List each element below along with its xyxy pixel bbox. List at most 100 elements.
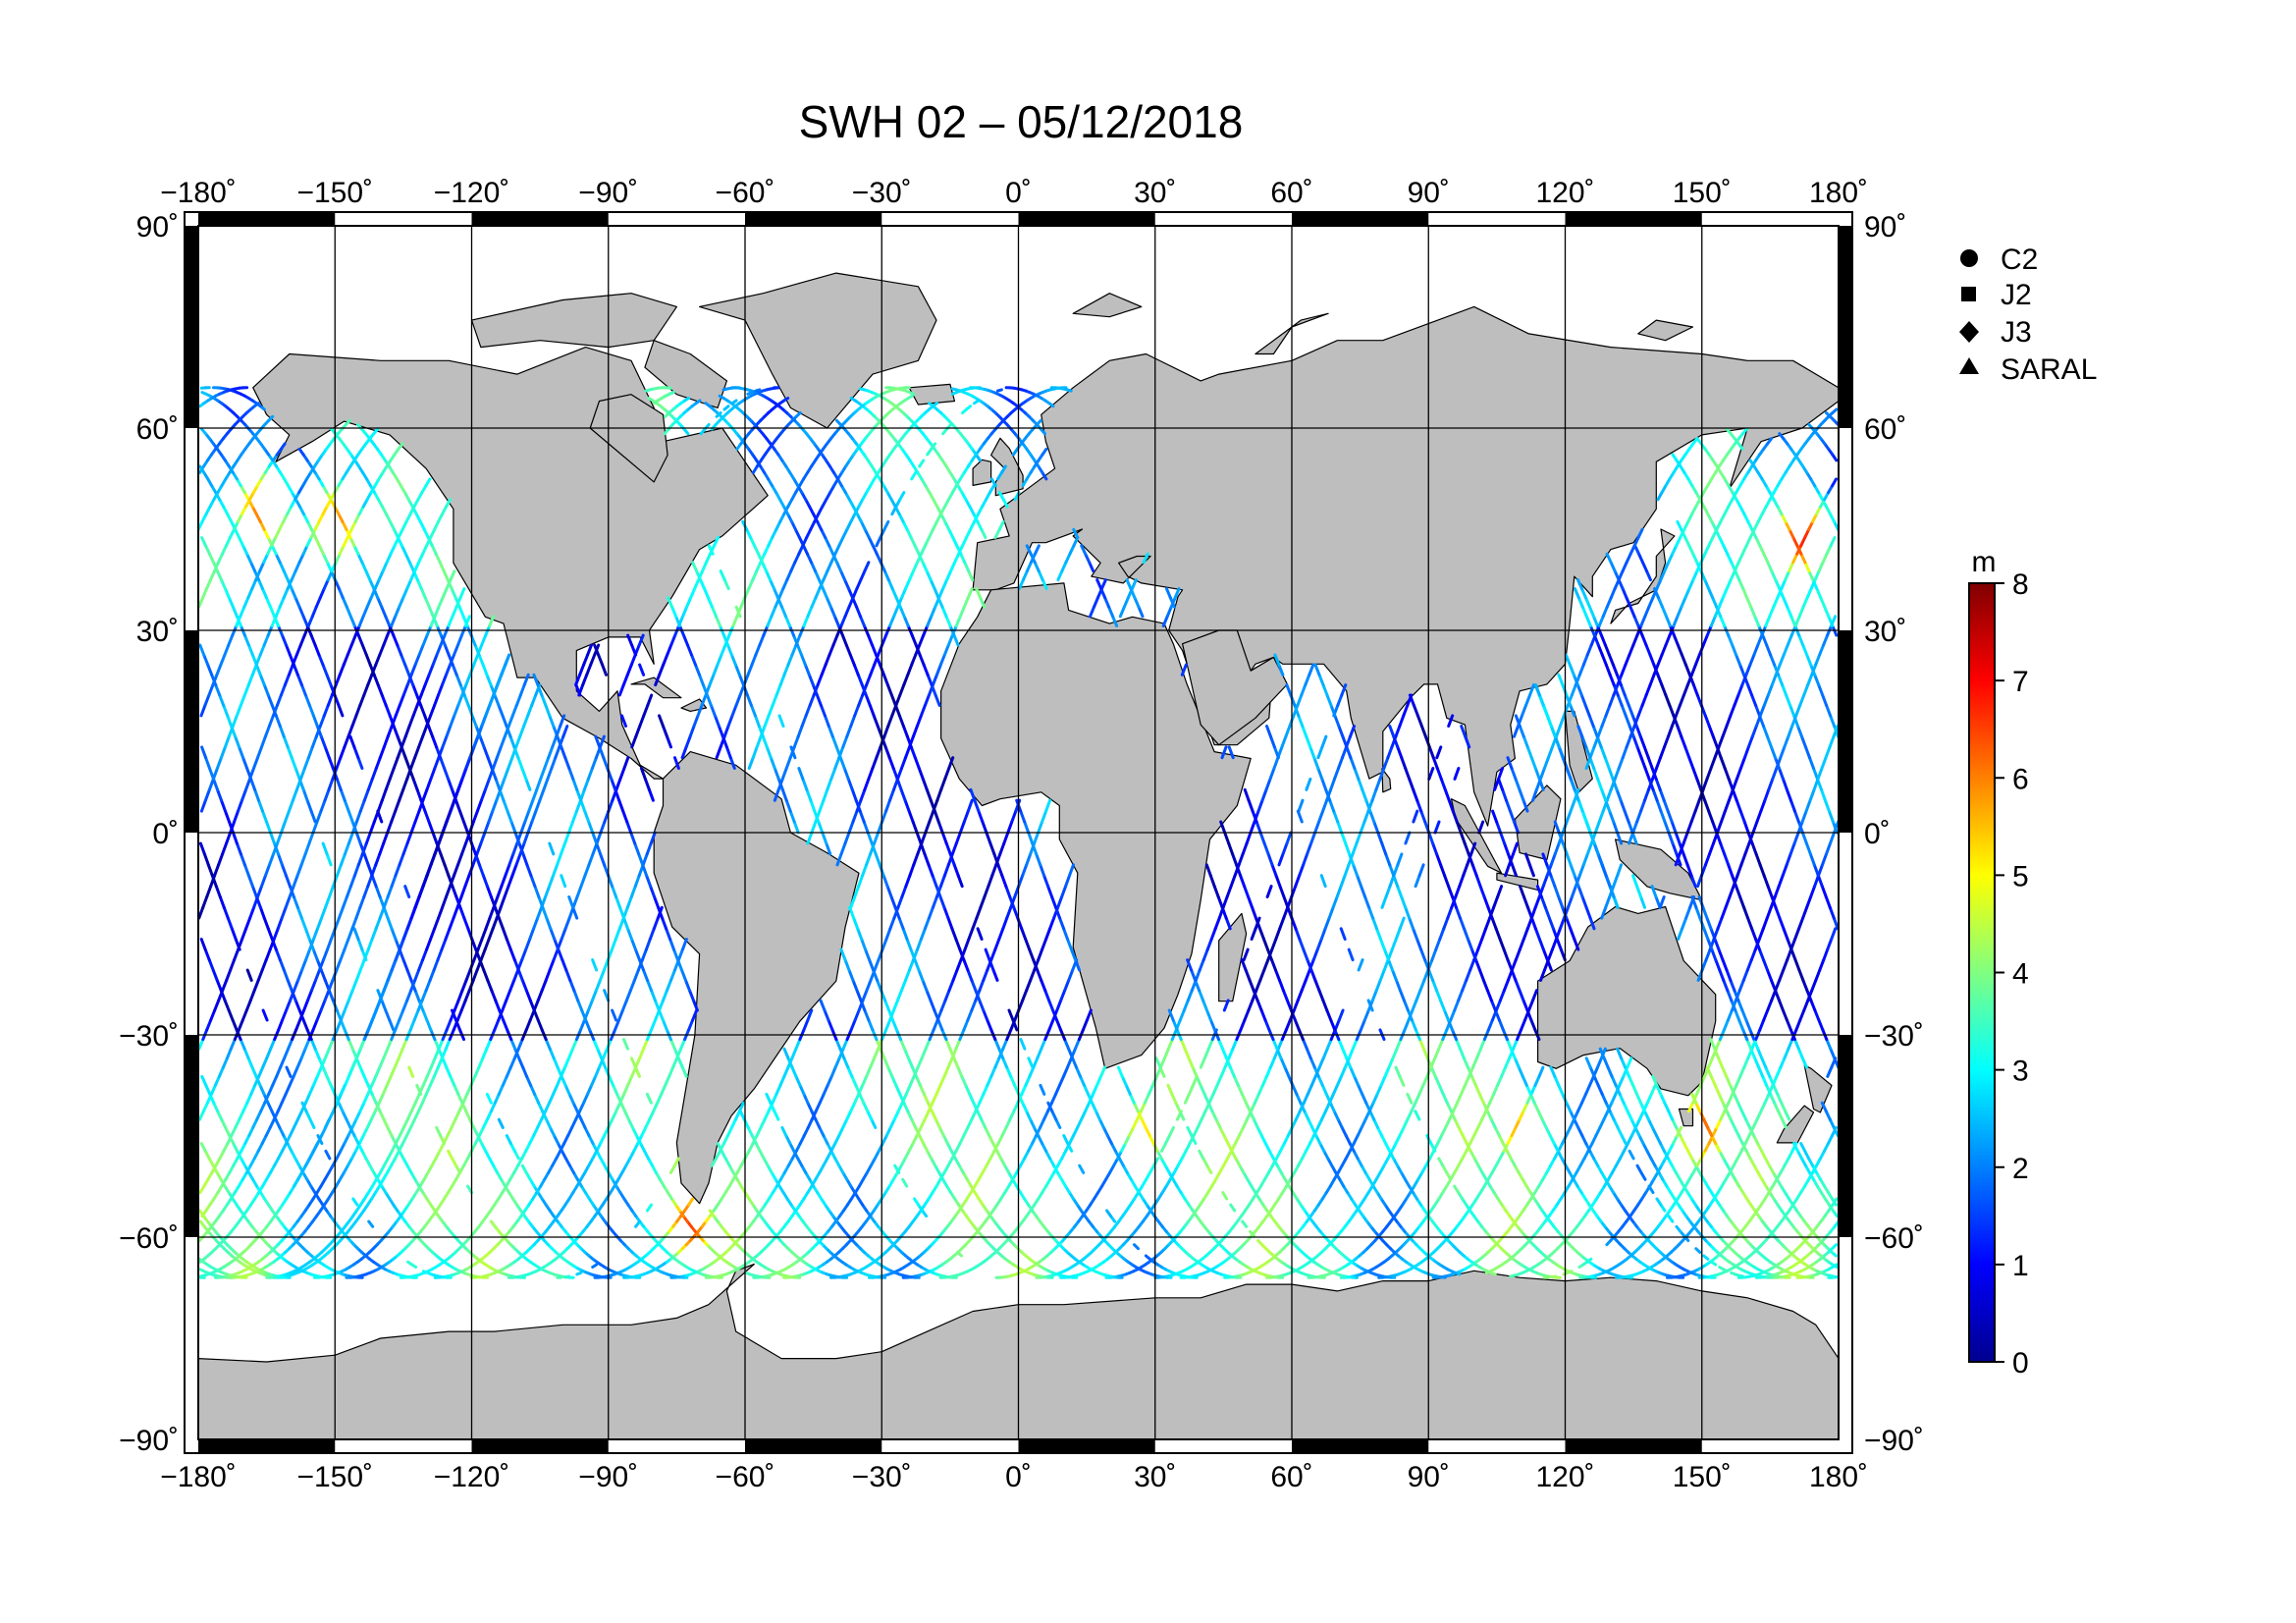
track-segment [475, 841, 483, 856]
track-segment [875, 1038, 882, 1051]
track-segment [881, 809, 888, 824]
track-segment [817, 820, 825, 835]
track-segment [707, 544, 715, 556]
track-segment [477, 863, 485, 878]
track-segment [1640, 633, 1648, 647]
track-segment [786, 1056, 794, 1069]
track-segment [1701, 905, 1709, 920]
track-segment [458, 587, 466, 600]
track-segment [579, 1018, 586, 1032]
track-segment [978, 978, 986, 993]
track-segment [386, 916, 394, 931]
track-segment [1000, 1126, 1008, 1138]
track-segment [1676, 519, 1683, 531]
track-segment [382, 1117, 390, 1129]
track-segment [1021, 569, 1029, 582]
track-segment [408, 1018, 416, 1032]
track-segment [1380, 895, 1388, 909]
track-segment [1528, 683, 1535, 697]
track-segment [942, 643, 950, 657]
track-segment [952, 863, 960, 878]
track-segment [223, 999, 231, 1012]
track-segment [286, 745, 294, 760]
track-segment [982, 968, 989, 982]
track-segment [545, 1117, 552, 1129]
track-segment [640, 947, 648, 962]
track-segment [618, 905, 626, 920]
track-segment [1029, 1117, 1037, 1129]
track-segment [1738, 809, 1746, 824]
track-segment [925, 989, 933, 1002]
track-segment [815, 693, 823, 707]
track-segment [976, 927, 984, 941]
track-segment [1812, 767, 1819, 781]
track-segment [1691, 683, 1699, 697]
track-segment [996, 863, 1004, 878]
track-segment [409, 820, 417, 835]
track-segment [936, 596, 944, 609]
track-segment [704, 402, 712, 408]
track-segment [694, 663, 701, 676]
track-segment [997, 1047, 1005, 1060]
track-segment [905, 734, 913, 749]
track-segment [585, 663, 593, 676]
track-segment [684, 978, 691, 993]
track-segment [594, 734, 602, 749]
track-segment [691, 1008, 699, 1022]
track-segment [246, 643, 254, 657]
track-segment [1024, 938, 1032, 951]
track-segment [1453, 767, 1461, 781]
track-segment [376, 809, 384, 824]
track-segment [993, 1056, 1001, 1069]
track-segment [898, 605, 906, 619]
track-segment [1337, 1008, 1345, 1022]
track-segment [564, 968, 572, 982]
track-segment [1742, 820, 1750, 835]
track-segment [1296, 989, 1304, 1002]
track-segment [1534, 777, 1542, 791]
track-segment [633, 874, 641, 889]
track-segment [896, 767, 903, 781]
track-segment [1719, 615, 1727, 627]
track-segment [653, 999, 661, 1012]
track-segment [341, 1109, 348, 1121]
track-segment [462, 820, 469, 835]
track-segment [1619, 798, 1627, 813]
track-segment [1765, 643, 1773, 657]
track-segment [489, 1101, 497, 1113]
track-segment [1792, 809, 1800, 824]
track-segment [925, 569, 933, 582]
landmass-iceland [908, 383, 956, 406]
track-segment [824, 536, 831, 548]
track-segment [777, 587, 785, 600]
track-segment [1449, 1008, 1457, 1022]
track-segment [1290, 1117, 1298, 1129]
track-segment [1410, 1101, 1417, 1113]
track-segment [398, 852, 405, 867]
track-segment [886, 714, 894, 728]
track-segment [792, 633, 799, 647]
track-segment [1339, 874, 1347, 889]
track-segment [1625, 552, 1632, 565]
track-segment [1646, 756, 1654, 770]
track-segment [767, 536, 774, 548]
track-segment [982, 1083, 989, 1096]
track-segment [1711, 734, 1719, 749]
track-segment [593, 643, 601, 657]
track-segment [485, 673, 493, 687]
track-segment [530, 693, 538, 707]
track-segment [1711, 596, 1719, 609]
track-segment [807, 673, 815, 687]
track-segment [368, 820, 376, 835]
track-segment [560, 874, 567, 889]
track-segment [631, 1126, 638, 1138]
track-segment [909, 536, 917, 548]
track-segment [773, 787, 780, 802]
track-segment [946, 916, 954, 931]
track-segment [800, 714, 808, 728]
track-segment [380, 693, 388, 707]
track-segment [810, 596, 818, 609]
track-segment [644, 938, 652, 951]
track-segment [821, 587, 828, 600]
track-segment [262, 916, 270, 931]
